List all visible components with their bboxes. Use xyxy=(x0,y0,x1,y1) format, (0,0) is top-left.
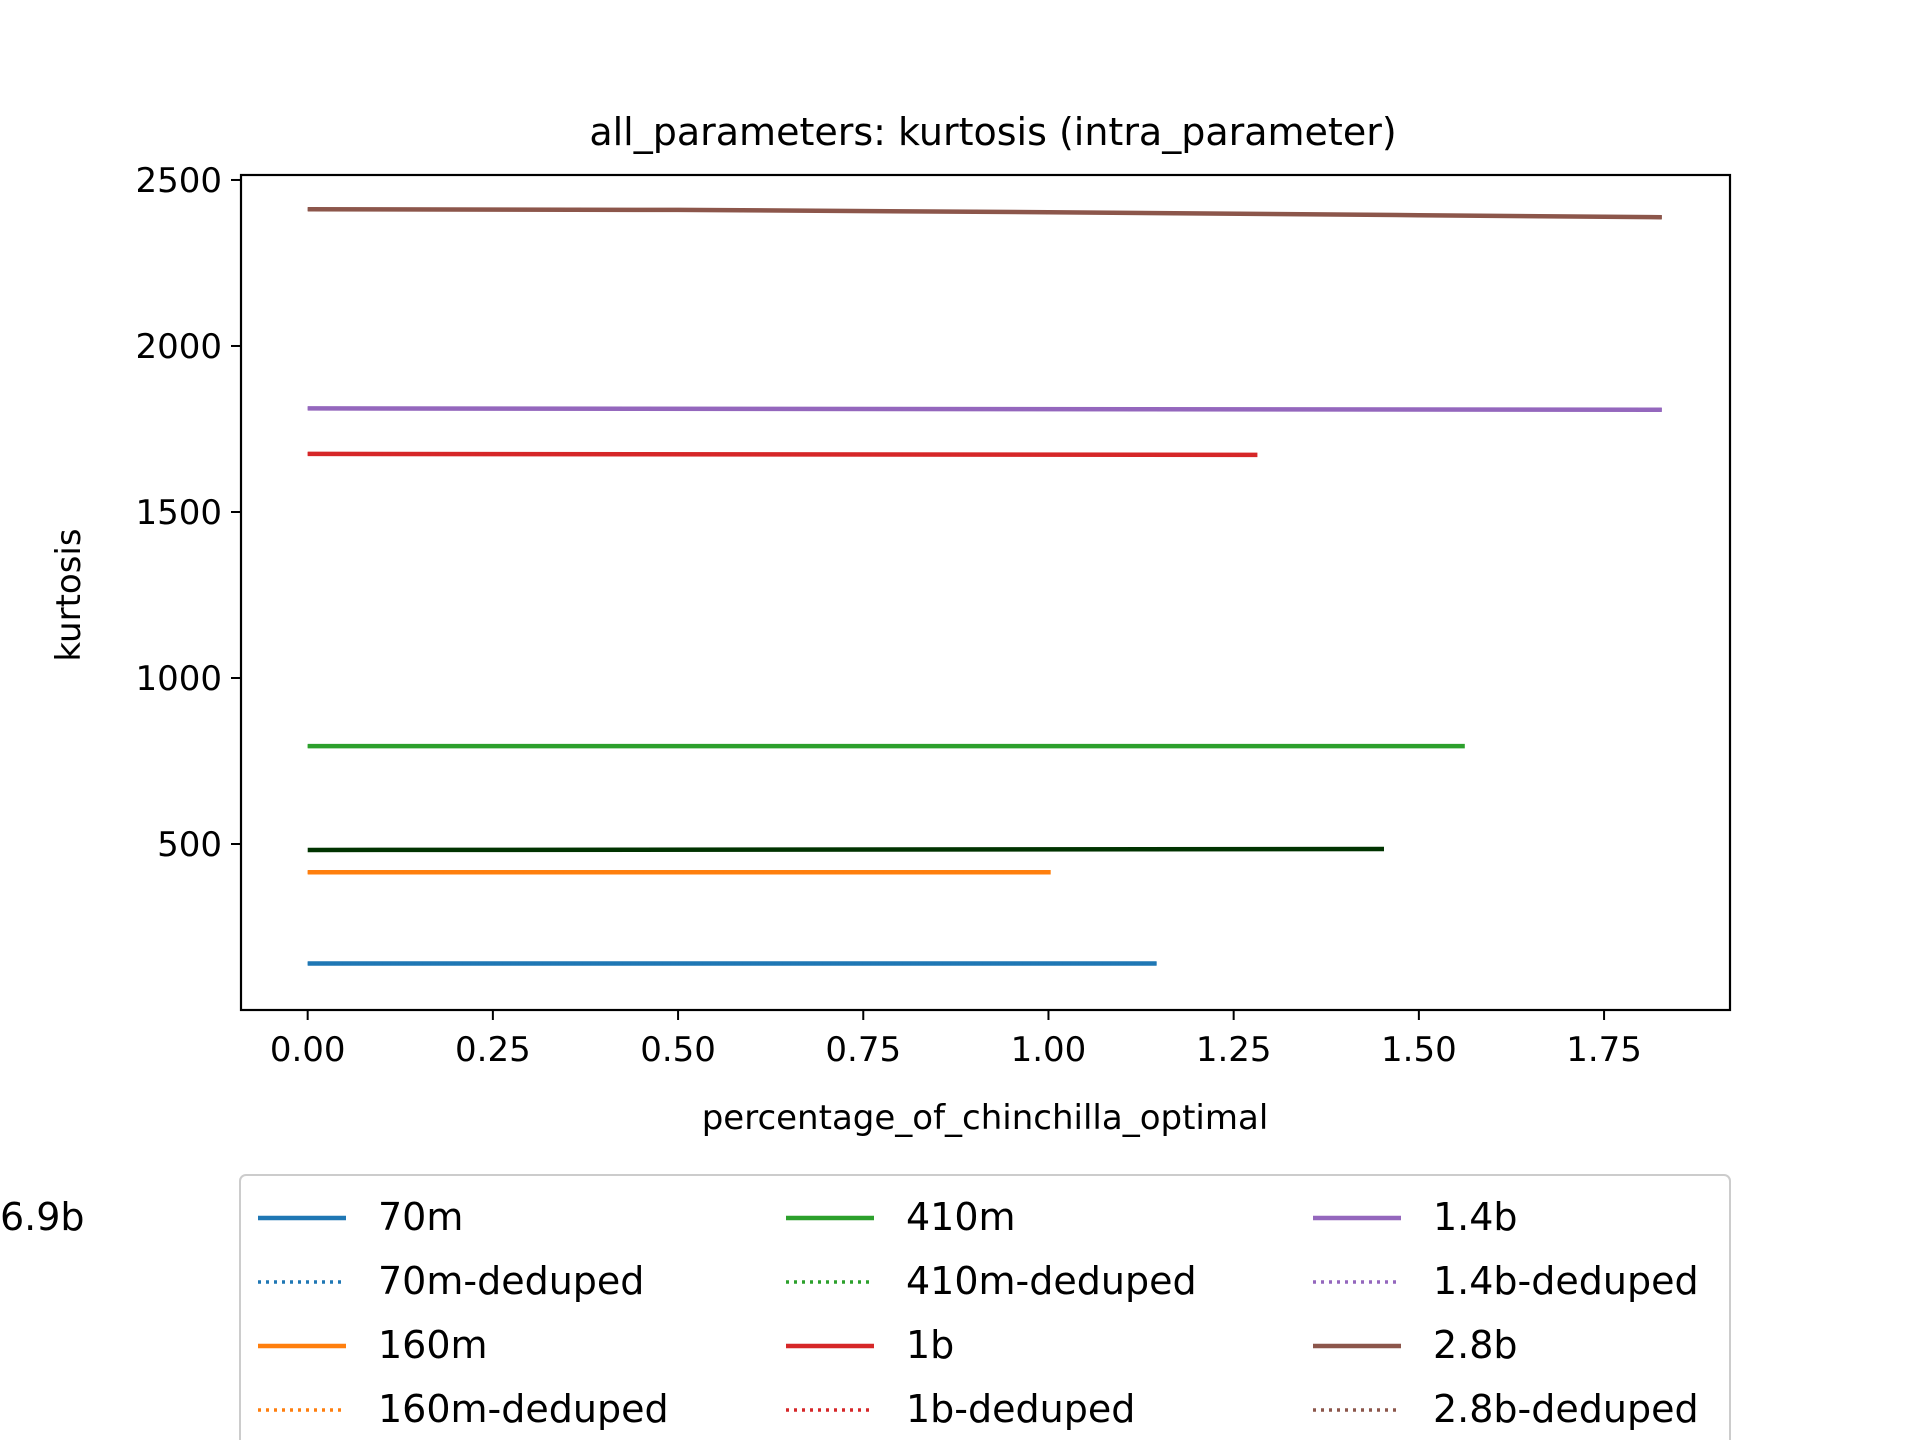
legend-label-1p4b-deduped: 1.4b-deduped xyxy=(1433,1259,1699,1303)
legend-label-1p4b: 1.4b xyxy=(1433,1195,1518,1239)
x-tick-label: 1.00 xyxy=(1011,1030,1087,1070)
x-tick-label: 0.00 xyxy=(270,1030,346,1070)
plot-frame xyxy=(239,173,1732,1012)
chart-title: all_parameters: kurtosis (intra_paramete… xyxy=(589,110,1396,154)
y-axis-ticks: 500 1000 1500 2000 2500 xyxy=(135,161,241,865)
series-line-2p8b xyxy=(307,206,1662,220)
x-tick-label: 0.25 xyxy=(455,1030,531,1070)
x-axis-label: percentage_of_chinchilla_optimal xyxy=(702,1098,1269,1138)
legend-label-70m-deduped: 70m-deduped xyxy=(378,1259,644,1303)
x-tick-label: 1.75 xyxy=(1566,1030,1642,1070)
y-tick-label: 2000 xyxy=(135,327,222,367)
x-tick-label: 0.75 xyxy=(825,1030,901,1070)
series-line-6p9b xyxy=(307,846,1385,853)
series-line-1b-deduped xyxy=(307,452,1258,457)
x-tick-label: 1.50 xyxy=(1381,1030,1457,1070)
legend-frame xyxy=(239,1174,1731,1440)
series-line-1p4b xyxy=(307,406,1662,412)
legend-label-160m: 160m xyxy=(378,1323,488,1367)
y-tick-label: 500 xyxy=(157,825,222,865)
legend-label-1b-deduped: 1b-deduped xyxy=(906,1387,1135,1431)
y-tick-label: 2500 xyxy=(135,161,222,201)
series-line-1p4b-deduped xyxy=(307,406,1662,412)
legend-label-70m: 70m xyxy=(378,1195,463,1239)
x-tick-label: 0.50 xyxy=(640,1030,716,1070)
y-axis-label: kurtosis xyxy=(49,528,89,661)
legend-label-2p8b: 2.8b xyxy=(1433,1323,1518,1367)
y-tick-label: 1500 xyxy=(135,493,222,533)
x-axis-ticks: 0.00 0.25 0.50 0.75 1.00 1.25 1.50 1.75 xyxy=(270,1010,1642,1070)
x-tick-label: 1.25 xyxy=(1196,1030,1272,1070)
legend-label-410m-deduped: 410m-deduped xyxy=(906,1259,1197,1303)
legend-label-6p9b: 6.9b xyxy=(0,1195,85,1239)
series-line-2p8b-deduped xyxy=(307,207,1662,219)
legend-label-2p8b-deduped: 2.8b-deduped xyxy=(1433,1387,1699,1431)
legend-label-410m: 410m xyxy=(906,1195,1016,1239)
legend-label-1b: 1b xyxy=(906,1323,954,1367)
y-tick-label: 1000 xyxy=(135,659,222,699)
series-layer xyxy=(307,206,1662,966)
legend-label-160m-deduped: 160m-deduped xyxy=(378,1387,669,1431)
legend: 70m 70m-deduped 160m 160m-deduped 410m 410m-d… xyxy=(0,1195,1699,1431)
